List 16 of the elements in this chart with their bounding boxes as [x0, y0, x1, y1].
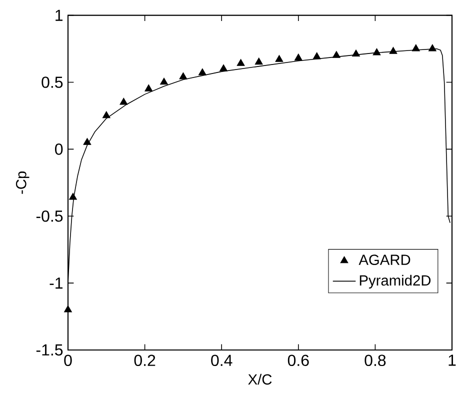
x-tick-label: 0.8	[364, 354, 386, 366]
y-tick-label: 0.5	[42, 76, 63, 88]
y-tick-label: -1	[50, 278, 63, 289]
y-axis-title: -Cp	[16, 171, 30, 194]
x-tick-label: 0	[64, 354, 72, 366]
x-tick-label: 0.6	[288, 354, 309, 366]
legend-label: Pyramid2D	[360, 274, 431, 289]
y-tick-label: -1.5	[36, 344, 63, 356]
y-tick-label: -0.5	[36, 210, 63, 222]
x-tick-label: 1	[448, 354, 456, 366]
y-tick-label: 0	[55, 144, 63, 155]
x-axis-title: X/C	[248, 374, 272, 385]
x-tick-label: 0.2	[134, 354, 156, 366]
x-tick-label: 0.4	[211, 354, 232, 366]
legend-label: AGARD	[358, 254, 410, 266]
y-tick-label: 1	[56, 10, 63, 21]
